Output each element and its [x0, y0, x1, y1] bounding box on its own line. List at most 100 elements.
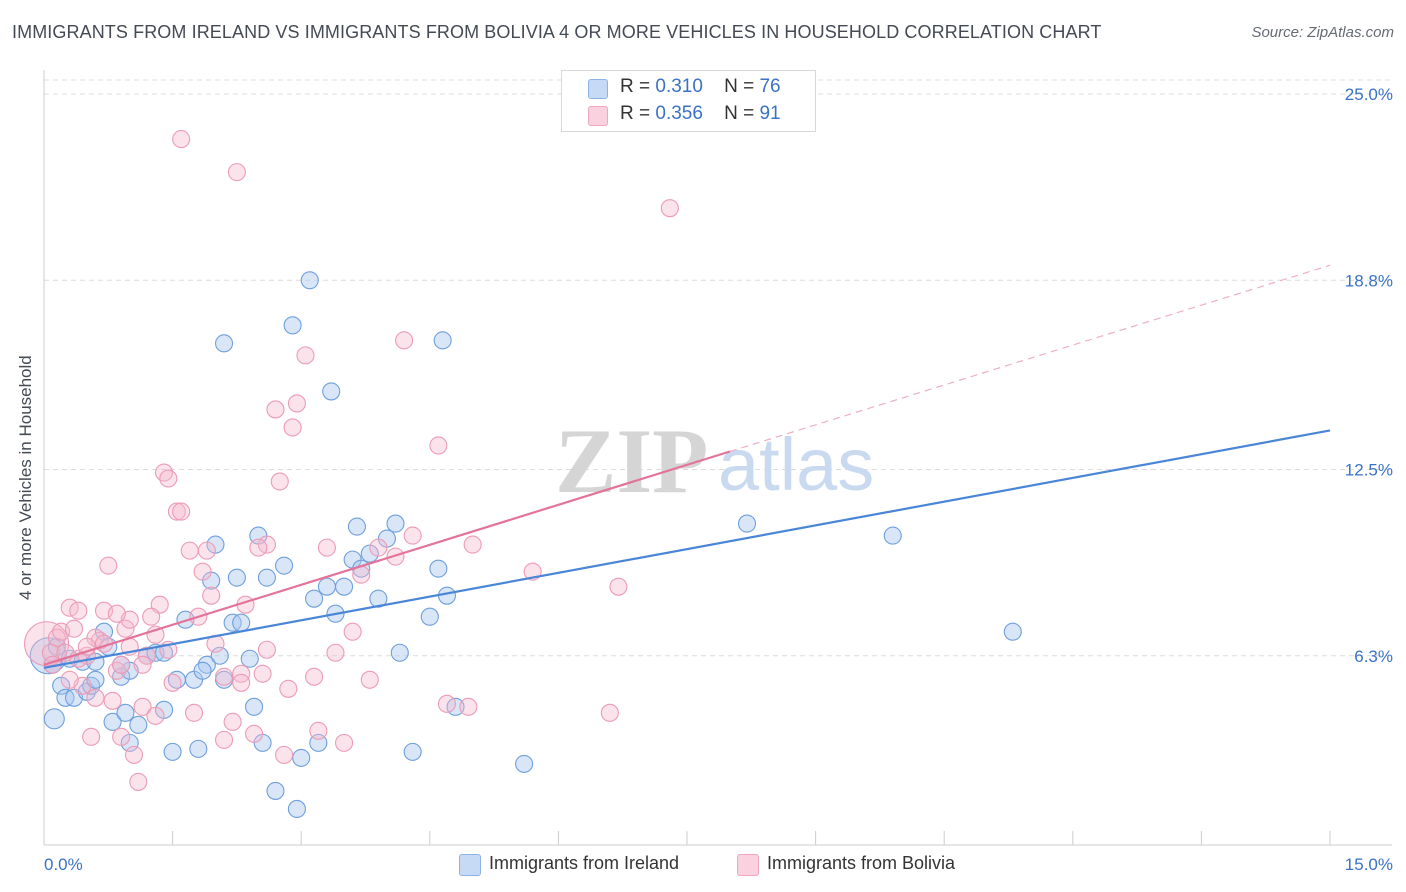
ireland-point	[317, 577, 336, 596]
bolivia-point	[600, 703, 619, 722]
bolivia-point	[116, 619, 135, 638]
bolivia-point	[395, 331, 414, 350]
legend-r-value: 0.356	[655, 103, 703, 124]
watermark-atlas: atlas	[718, 423, 874, 506]
bolivia-point	[275, 745, 294, 764]
bolivia-point	[459, 697, 478, 716]
ireland-point	[433, 331, 452, 350]
ireland-point	[386, 514, 405, 533]
bolivia-point	[257, 640, 276, 659]
bolivia-point	[609, 577, 628, 596]
bolivia-trend-extension	[729, 264, 1331, 453]
bolivia-point	[227, 163, 246, 182]
bolivia-point	[159, 469, 178, 488]
bolivia-point	[133, 655, 152, 674]
bottom-legend-label: Immigrants from Ireland	[489, 853, 680, 873]
bolivia-point	[112, 727, 131, 746]
bolivia-point	[129, 772, 148, 791]
bolivia-point	[253, 664, 272, 683]
y-axis-label: 4 or more Vehicles in Household	[16, 355, 35, 600]
bolivia-point	[270, 472, 289, 491]
bolivia-point	[326, 643, 345, 662]
bolivia-point	[660, 199, 679, 218]
bolivia-point	[279, 679, 298, 698]
bolivia-point	[133, 697, 152, 716]
ireland-point	[737, 514, 757, 533]
ireland-point	[210, 646, 229, 665]
bolivia-point	[214, 667, 234, 686]
legend-r-label: R =	[620, 103, 651, 124]
bolivia-point	[86, 688, 105, 707]
ireland-point	[266, 781, 285, 800]
bolivia-point	[69, 601, 88, 620]
ireland-point	[1003, 622, 1022, 641]
bolivia-point	[249, 538, 268, 557]
bolivia-point	[146, 706, 165, 725]
bolivia-point	[193, 562, 212, 581]
legend-r-label: R =	[620, 76, 651, 97]
chart-title: IMMIGRANTS FROM IRELAND VS IMMIGRANTS FR…	[12, 22, 1102, 42]
ireland-point	[257, 568, 276, 587]
ireland-point	[116, 703, 135, 722]
bolivia-point	[197, 541, 216, 560]
legend-n-label: N =	[724, 103, 755, 124]
ireland-point	[103, 712, 122, 731]
bolivia-point	[214, 730, 234, 749]
y-tick-label: 25.0%	[1345, 85, 1393, 104]
bolivia-point	[244, 724, 264, 743]
ireland-point	[420, 607, 439, 626]
ireland-point	[163, 742, 182, 761]
bolivia-point	[180, 541, 199, 560]
ireland-point	[193, 661, 212, 680]
bolivia-point	[335, 733, 354, 752]
x-tick-label: 15.0%	[1345, 855, 1393, 874]
bolivia-point	[232, 673, 251, 692]
bolivia-point	[124, 745, 144, 764]
ireland-point	[227, 568, 246, 587]
bolivia-point	[429, 436, 448, 455]
ireland-point	[129, 715, 148, 734]
bolivia-point	[437, 694, 456, 713]
bolivia-point	[266, 400, 285, 419]
bolivia-point	[103, 691, 122, 710]
ireland-point	[275, 556, 294, 575]
bolivia-point	[184, 703, 204, 722]
y-tick-label: 6.3%	[1354, 647, 1393, 666]
bolivia-point	[163, 673, 182, 692]
bolivia-point	[223, 712, 242, 731]
bolivia-point	[296, 346, 315, 365]
bolivia-point	[137, 646, 156, 665]
bolivia-point	[64, 619, 84, 638]
ireland-point	[403, 742, 422, 761]
ireland-point	[287, 799, 306, 819]
bolivia-point	[463, 535, 482, 554]
ireland-point	[305, 589, 324, 608]
ireland-point	[335, 577, 354, 596]
ireland-point	[347, 517, 366, 536]
bolivia-swatch	[588, 106, 608, 126]
y-tick-label: 18.8%	[1345, 271, 1393, 290]
bottom-legend-label: Immigrants from Bolivia	[767, 853, 956, 873]
bolivia-point	[172, 502, 191, 521]
bolivia-point	[343, 622, 362, 641]
ireland-point	[300, 271, 319, 290]
bolivia-point	[172, 130, 191, 149]
ireland-point	[292, 748, 311, 767]
bolivia-point	[82, 727, 101, 746]
bolivia-point	[283, 418, 302, 437]
legend-r-value: 0.310	[655, 76, 703, 97]
stats-legend: R = 0.310 N = 76 R = 0.356 N = 91	[561, 70, 816, 132]
ireland-trend-line	[43, 429, 1331, 669]
bolivia-point	[317, 538, 336, 557]
legend-n-label: N =	[724, 76, 755, 97]
ireland-point	[429, 559, 448, 578]
x-tick-label: 0.0%	[44, 855, 83, 874]
bolivia-point	[60, 670, 79, 689]
bolivia-point	[305, 667, 324, 686]
ireland-point	[322, 382, 341, 401]
bolivia-point	[369, 538, 388, 557]
legend-n-value: 91	[759, 103, 781, 124]
y-tick-label: 12.5%	[1345, 461, 1393, 480]
ireland-point	[883, 526, 902, 545]
